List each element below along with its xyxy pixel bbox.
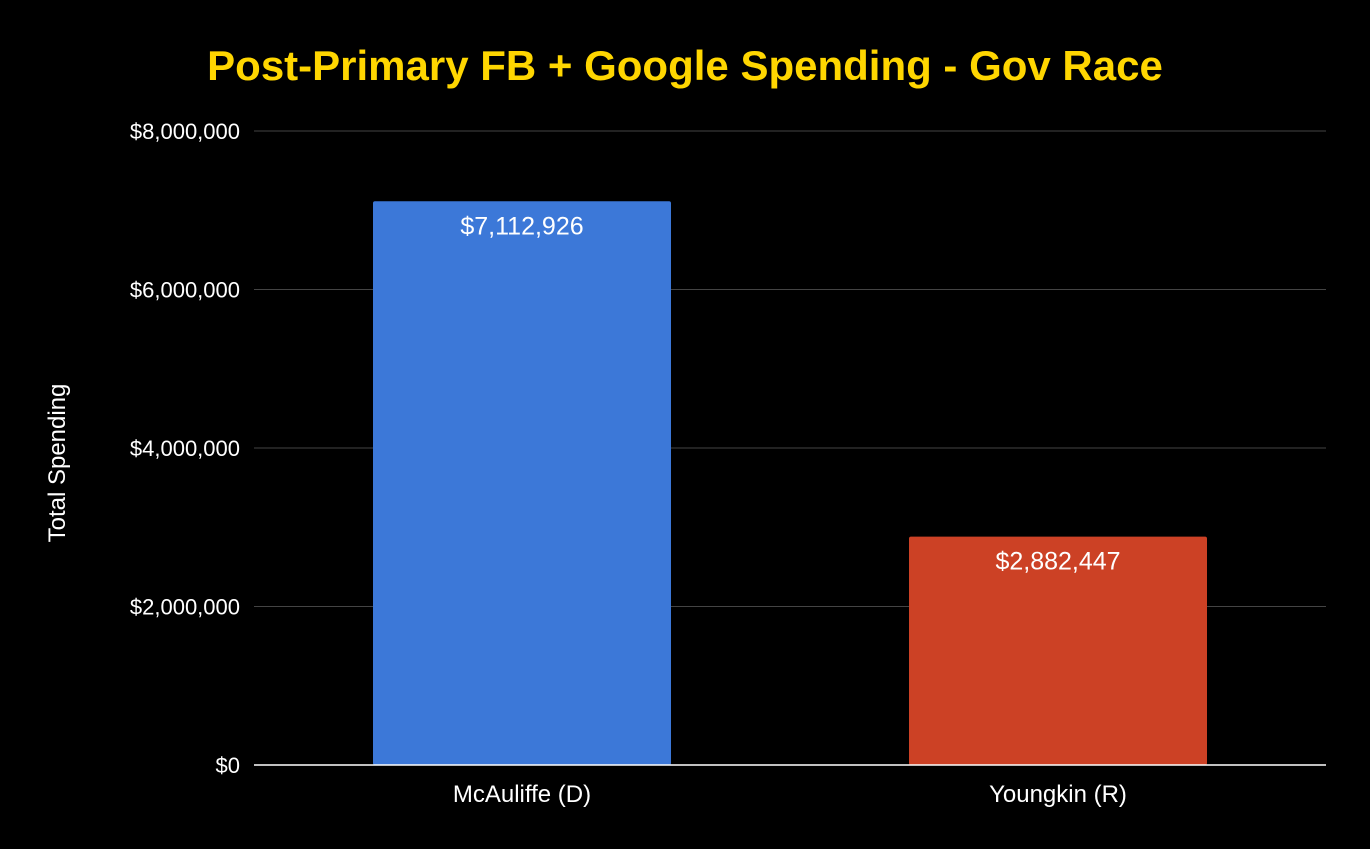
y-tick-label: $8,000,000: [130, 119, 240, 144]
bars: [373, 201, 1207, 766]
bar: [909, 536, 1207, 765]
y-tick-label: $4,000,000: [130, 436, 240, 461]
chart-title: Post-Primary FB + Google Spending - Gov …: [207, 42, 1163, 89]
y-tick-label: $2,000,000: [130, 595, 240, 620]
y-axis-ticks: $0 $2,000,000 $4,000,000 $6,000,000 $8,000,0…: [130, 119, 240, 778]
y-tick-label: $6,000,000: [130, 278, 240, 303]
data-labels: $7,112,926 $2,882,447: [460, 212, 1120, 575]
data-label: $7,112,926: [460, 212, 583, 240]
y-tick-label: $0: [216, 753, 240, 778]
x-axis-categories: McAuliffe (D) Youngkin (R): [453, 781, 1127, 808]
y-axis-label: Total Spending: [44, 384, 71, 543]
x-category-label: McAuliffe (D): [453, 781, 591, 808]
x-category-label: Youngkin (R): [989, 781, 1127, 808]
bar: [373, 201, 671, 766]
data-label: $2,882,447: [995, 548, 1120, 576]
